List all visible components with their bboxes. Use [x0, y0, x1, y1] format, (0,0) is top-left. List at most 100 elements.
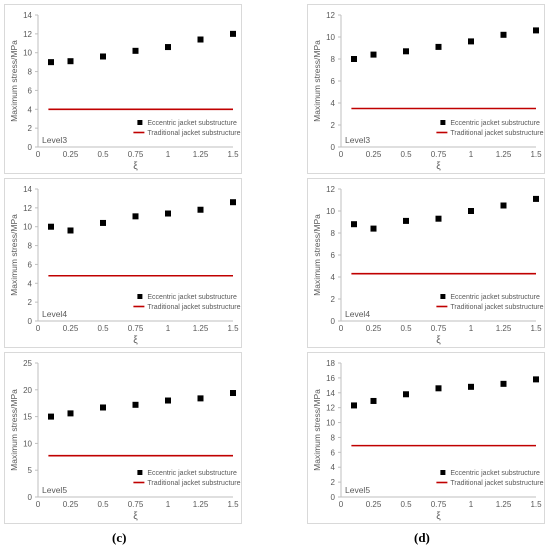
y-axis-title: Maximum stress/MPa: [312, 389, 322, 471]
x-tick-label: 1.25: [496, 500, 512, 509]
eccentric-data-point: [403, 391, 409, 398]
eccentric-data-point: [100, 219, 106, 226]
eccentric-data-point: [403, 217, 409, 224]
chart-panel-c-level3: 0 2 4 6 8 10 12 14 0 0.25 0.5 0.75 1 1.25 1.5 Maximum s…: [4, 4, 242, 174]
y-tick-label: 2: [331, 121, 336, 130]
eccentric-data-point: [468, 383, 474, 390]
chart-svg: 0 2 4 6 8 10 12 14 16 18 0 0.25 0.5 0.75 1 1.25 1.5 Maxim…: [312, 359, 544, 522]
legend-label-traditional: Traditional jacket substructure: [450, 304, 543, 311]
eccentric-data-point: [500, 380, 507, 387]
legend-marker-eccentric: [137, 120, 143, 125]
eccentric-data-point: [132, 213, 139, 220]
chart-panel-d-level3: 0 2 4 6 8 10 12 0 0.25 0.5 0.75 1 1.25 1.5 Maximum str…: [307, 4, 545, 174]
y-tick-label: 4: [28, 279, 33, 288]
x-tick-label: 1.25: [193, 150, 209, 159]
eccentric-data-point: [370, 225, 377, 232]
y-tick-label: 6: [331, 448, 336, 457]
x-tick-label: 0.5: [400, 150, 412, 159]
eccentric-data-point: [197, 206, 204, 213]
y-tick-label: 10: [326, 33, 335, 42]
legend-label-eccentric: Eccentric jacket substructure: [147, 294, 237, 301]
y-tick-label: 0: [331, 317, 336, 326]
eccentric-data-point: [370, 397, 377, 404]
legend-marker-eccentric: [137, 294, 143, 299]
eccentric-data-point: [100, 53, 106, 60]
eccentric-data-point: [370, 51, 377, 58]
eccentric-data-point: [67, 410, 74, 417]
y-tick-label: 4: [331, 99, 336, 108]
level-label: Level5: [42, 485, 67, 495]
x-tick-label: 1.25: [496, 324, 512, 333]
y-tick-label: 12: [23, 30, 32, 39]
legend-label-traditional: Traditional jacket substructure: [450, 480, 543, 487]
eccentric-data-point: [100, 404, 106, 411]
x-tick-label: 1: [166, 150, 171, 159]
y-tick-label: 6: [28, 260, 33, 269]
y-tick-label: 0: [28, 317, 33, 326]
x-axis-title: ξ: [436, 161, 441, 172]
x-tick-label: 0.75: [431, 324, 447, 333]
y-tick-label: 14: [23, 185, 32, 194]
chart-svg: 0 2 4 6 8 10 12 0 0.25 0.5 0.75 1 1.25 1.5 Maximum str…: [312, 185, 544, 346]
legend-label-traditional: Traditional jacket substructure: [147, 304, 240, 311]
chart-panel-d-level5: 0 2 4 6 8 10 12 14 16 18 0 0.25 0.5 0.75 1 1.25 1.5 Maxim…: [307, 352, 545, 524]
legend-label-traditional: Traditional jacket substructure: [147, 480, 240, 487]
eccentric-data-point: [500, 202, 507, 209]
y-tick-label: 10: [326, 419, 335, 428]
x-tick-label: 0: [36, 500, 41, 509]
y-tick-label: 6: [331, 77, 336, 86]
x-tick-label: 1.25: [193, 324, 209, 333]
x-tick-label: 1.25: [496, 150, 512, 159]
x-axis-title: ξ: [133, 161, 138, 172]
legend-marker-eccentric: [440, 120, 446, 125]
y-tick-label: 16: [326, 374, 335, 383]
legend-label-eccentric: Eccentric jacket substructure: [147, 470, 237, 477]
eccentric-data-point: [197, 395, 204, 402]
eccentric-data-point: [533, 195, 539, 202]
x-tick-label: 1.5: [530, 324, 542, 333]
eccentric-data-point: [435, 385, 442, 392]
x-tick-label: 1: [469, 324, 474, 333]
x-tick-label: 0.5: [97, 500, 109, 509]
y-tick-label: 8: [331, 433, 336, 442]
y-axis-title: Maximum stress/MPa: [9, 214, 19, 296]
y-axis-title: Maximum stress/MPa: [9, 389, 19, 471]
x-tick-label: 1: [166, 324, 171, 333]
y-tick-label: 8: [331, 229, 336, 238]
y-tick-label: 0: [331, 493, 336, 502]
y-tick-label: 10: [23, 223, 32, 232]
caption-c: (c): [112, 530, 127, 545]
x-tick-label: 0.75: [128, 150, 144, 159]
y-tick-label: 2: [331, 295, 336, 304]
eccentric-data-point: [48, 223, 54, 230]
eccentric-data-point: [230, 30, 236, 37]
x-tick-label: 0.5: [400, 500, 412, 509]
chart-panel-c-level4: 0 2 4 6 8 10 12 14 0 0.25 0.5 0.75 1 1.25 1.5 Maximum s…: [4, 178, 242, 348]
eccentric-data-point: [230, 390, 236, 397]
level-label: Level4: [42, 309, 67, 319]
x-axis-title: ξ: [133, 335, 138, 346]
x-tick-label: 0.25: [366, 150, 382, 159]
x-tick-label: 0: [339, 324, 344, 333]
y-tick-label: 2: [28, 124, 33, 133]
eccentric-data-point: [165, 397, 171, 404]
eccentric-data-point: [132, 47, 139, 54]
x-tick-label: 0.25: [366, 500, 382, 509]
eccentric-data-point: [197, 36, 204, 43]
y-tick-label: 8: [331, 55, 336, 64]
legend-label-eccentric: Eccentric jacket substructure: [147, 120, 237, 127]
y-tick-label: 8: [28, 242, 33, 251]
x-tick-label: 0.75: [431, 150, 447, 159]
chart-svg: 0 2 4 6 8 10 12 0 0.25 0.5 0.75 1 1.25 1.5 Maximum str…: [312, 11, 544, 172]
x-tick-label: 0.5: [97, 150, 109, 159]
x-tick-label: 1.5: [227, 324, 239, 333]
eccentric-data-point: [132, 401, 139, 408]
x-tick-label: 0.75: [128, 324, 144, 333]
y-tick-label: 8: [28, 68, 33, 77]
eccentric-data-point: [500, 31, 507, 38]
y-tick-label: 18: [326, 359, 335, 368]
x-tick-label: 0.25: [366, 324, 382, 333]
y-tick-label: 4: [28, 105, 33, 114]
x-tick-label: 1.5: [227, 500, 239, 509]
legend-marker-eccentric: [440, 294, 446, 299]
